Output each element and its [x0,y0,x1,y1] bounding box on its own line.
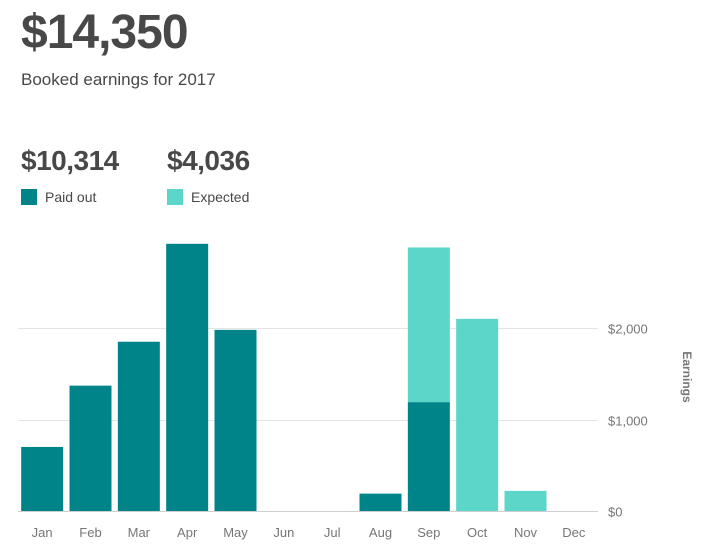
bar-paid-sep [407,402,450,511]
y-tick-label: $2,000 [608,322,648,337]
paid-out-swatch [21,189,37,205]
expected-swatch [167,189,183,205]
x-tick-label-apr: Apr [177,525,198,540]
x-tick-label-oct: Oct [467,525,488,540]
x-tick-label-mar: Mar [128,525,151,540]
x-tick-label-dec: Dec [562,525,586,540]
earnings-subtitle: Booked earnings for 2017 [21,70,216,89]
y-tick-label: $1,000 [608,414,648,429]
paid-out-value: $10,314 [21,145,119,176]
x-tick-label-jan: Jan [32,525,53,540]
x-tick-label-aug: Aug [369,525,392,540]
paid-out-label: Paid out [45,189,97,205]
bar-expected-sep [407,247,450,403]
bar-paid-may [214,329,257,511]
expected-value: $4,036 [167,145,250,176]
x-tick-label-feb: Feb [79,525,101,540]
expected-stat: $4,036 Expected [167,144,250,205]
bar-paid-aug [359,493,402,511]
bar-paid-jan [21,446,64,511]
x-tick-label-nov: Nov [514,525,538,540]
expected-label: Expected [191,189,250,205]
total-earnings: $14,350 [21,6,189,59]
x-tick-label-sep: Sep [417,525,440,540]
x-tick-label-jul: Jul [324,525,341,540]
y-tick-label: $0 [608,505,622,520]
bar-expected-nov [504,490,547,511]
x-tick-label-jun: Jun [273,525,294,540]
x-tick-label-may: May [223,525,248,540]
bar-expected-oct [456,318,499,511]
expected-legend: Expected [167,189,250,205]
bar-paid-apr [166,243,209,511]
paid-out-legend: Paid out [21,189,119,205]
paid-out-stat: $10,314 Paid out [21,144,119,205]
bar-paid-mar [117,341,160,511]
bar-paid-feb [69,385,112,511]
y-axis-title: Earnings [680,351,694,403]
